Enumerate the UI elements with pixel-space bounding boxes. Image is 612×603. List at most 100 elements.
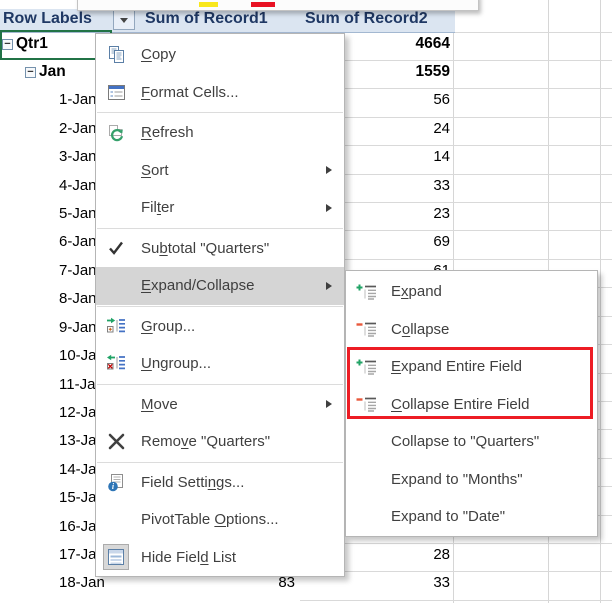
menu-item-collapse[interactable]: Collapse: [346, 311, 597, 349]
pivot-header-row: Row Labels Sum of Record1 Sum of Record2: [0, 9, 455, 33]
refresh-icon: [96, 123, 136, 143]
grid-hline: [300, 571, 612, 573]
menu-item-expand[interactable]: Expand: [346, 273, 597, 311]
table-row[interactable]: 15-Jan: [0, 486, 612, 514]
table-row[interactable]: 8-Jan: [0, 287, 612, 315]
table-row[interactable]: 5-Jan 23: [0, 202, 612, 230]
row-label: 14-Jan: [59, 461, 105, 478]
format-cells-icon: [96, 83, 136, 102]
row-label: 5-Jan: [59, 205, 97, 222]
row-label-text: 3-Jan: [59, 148, 97, 166]
menu-item-label: Remove "Quarters": [141, 433, 270, 450]
menu-item-collapse-entire-field[interactable]: Collapse Entire Field: [346, 386, 597, 424]
row-label-text: 16-Jan: [59, 517, 105, 535]
dropdown-arrow-icon: [120, 17, 128, 23]
row-label: 3-Jan: [59, 148, 97, 165]
grid-hline: [300, 202, 612, 204]
table-row[interactable]: 4-Jan 33: [0, 174, 612, 202]
label-pre: Fil: [141, 199, 157, 217]
font-color-swatch-icon[interactable]: [251, 2, 275, 7]
row-labels-filter-dropdown[interactable]: [113, 10, 135, 30]
expand-icon: [346, 358, 386, 376]
table-row[interactable]: 1-Jan 56: [0, 88, 612, 116]
table-row[interactable]: 11-Jan: [0, 373, 612, 401]
table-row[interactable]: 6-Jan 69: [0, 230, 612, 258]
label-post: ptions...: [226, 511, 279, 529]
menu-item-collapse-to-quarters[interactable]: Collapse to "Quarters": [346, 423, 597, 461]
collapse-button[interactable]: −: [25, 66, 36, 78]
table-row[interactable]: 12-Jan: [0, 401, 612, 429]
ungroup-icon: [96, 354, 136, 373]
label-post: ove: [153, 395, 178, 413]
menu-item-pivottable-options[interactable]: PivotTable Options...: [96, 501, 344, 539]
row-label: 9-Jan: [59, 319, 97, 336]
label-accelerator: C: [391, 395, 402, 413]
grid-hline: [300, 145, 612, 147]
label-accelerator: U: [141, 355, 152, 373]
row-label: 16-Jan: [59, 518, 105, 535]
label-accelerator: t: [156, 199, 161, 217]
collapse-button[interactable]: −: [2, 38, 13, 50]
row-label-text: 13-Jan: [59, 432, 105, 450]
label-accelerator: d: [200, 548, 209, 566]
table-row[interactable]: 3-Jan 14: [0, 145, 612, 173]
menu-item-group[interactable]: Group...: [96, 308, 344, 346]
menu-item-move[interactable]: Move: [96, 386, 344, 424]
menu-item-label: Collapse: [391, 321, 449, 338]
menu-item-filter[interactable]: Filter: [96, 189, 344, 227]
label-accelerator: G: [141, 317, 153, 335]
label-pre: Remo: [141, 433, 182, 451]
fill-color-swatch-icon[interactable]: [199, 2, 218, 7]
menu-item-remove-quarters[interactable]: Remove "Quarters": [96, 423, 344, 461]
menu-item-format-cells[interactable]: Format Cells...: [96, 74, 344, 112]
label-accelerator: v: [181, 433, 189, 451]
menu-item-expand-to-months[interactable]: Expand to "Months": [346, 461, 597, 499]
label-post: xpand Entire Field: [401, 358, 522, 376]
menu-item-refresh[interactable]: Refresh: [96, 114, 344, 152]
table-row[interactable]: 17-Jan 28: [0, 543, 612, 571]
table-row[interactable]: − Jan 1559: [0, 60, 612, 88]
label-post: List: [208, 548, 237, 566]
label-accelerator: x: [401, 283, 409, 301]
row-label-text: 5-Jan: [59, 205, 97, 223]
row-label-text: 10-Jan: [59, 347, 105, 365]
menu-item-expand-entire-field[interactable]: Expand Entire Field: [346, 348, 597, 386]
menu-item-label: Expand to "Date": [391, 508, 505, 525]
menu-item-hide-field-list[interactable]: Hide Field List: [96, 539, 344, 577]
menu-item-label: Field Settings...: [141, 474, 244, 491]
menu-item-sort[interactable]: Sort: [96, 152, 344, 190]
menu-item-label: Ungroup...: [141, 355, 211, 372]
submenu-arrow-icon: [326, 166, 332, 175]
menu-separator: [97, 227, 343, 229]
row-label: 10-Jan: [59, 347, 105, 364]
menu-item-subtotal-quarters[interactable]: Subtotal "Quarters": [96, 230, 344, 268]
menu-item-expand-collapse[interactable]: Expand/Collapse: [96, 267, 344, 305]
menu-item-ungroup[interactable]: Ungroup...: [96, 345, 344, 383]
label-pre: Hide Fiel: [141, 548, 201, 566]
label-post: total "Quarters": [167, 239, 270, 257]
table-row[interactable]: 10-Jan: [0, 344, 612, 372]
label-pre: Field Setti: [141, 473, 208, 491]
table-row[interactable]: 9-Jan: [0, 316, 612, 344]
submenu-arrow-icon: [326, 281, 332, 290]
table-row[interactable]: 14-Jan: [0, 458, 612, 486]
record2-value: 4664: [415, 34, 450, 52]
grid-hline: [300, 116, 612, 118]
table-row[interactable]: 18-Jan 83 33: [0, 571, 612, 599]
menu-item-label: Expand: [391, 283, 442, 300]
pivot-context-menu: Copy Format Cells... Refresh Sort Filter Subt…: [95, 33, 345, 577]
label-post: llapse: [410, 320, 450, 338]
menu-item-expand-to-date[interactable]: Expand to "Date": [346, 498, 597, 536]
row-label: 6-Jan: [59, 233, 97, 250]
expand-collapse-submenu: Expand Collapse Expand Entire Field Collaps…: [345, 270, 598, 537]
record2-value: 33: [433, 574, 450, 592]
row-label-text: 17-Jan: [59, 546, 105, 564]
menu-item-field-settings[interactable]: i Field Settings...: [96, 464, 344, 502]
menu-item-copy[interactable]: Copy: [96, 36, 344, 74]
label-pre: Su: [141, 239, 160, 257]
table-row[interactable]: 2-Jan 24: [0, 117, 612, 145]
row-labels-header: Row Labels: [3, 10, 92, 27]
table-row[interactable]: 13-Jan: [0, 429, 612, 457]
table-row[interactable]: − Qtr1 4664: [0, 32, 612, 60]
label-accelerator: R: [141, 124, 152, 142]
